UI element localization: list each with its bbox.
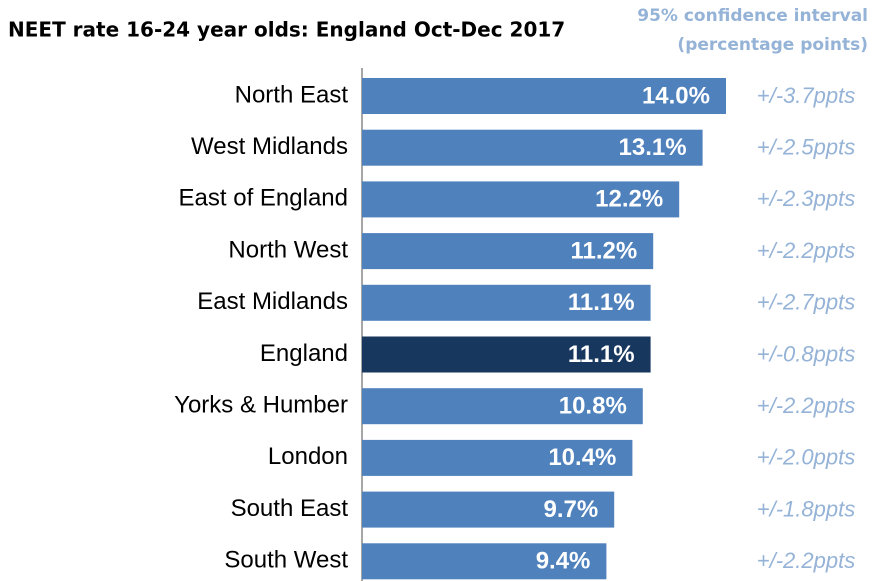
bar (362, 491, 615, 528)
bar (362, 543, 607, 580)
value-label: 13.1% (619, 134, 687, 161)
bar (362, 129, 703, 166)
value-label: 9.4% (536, 548, 591, 575)
bar (362, 388, 643, 425)
value-label: 10.8% (559, 393, 627, 420)
ci-label: +/-2.7ppts (757, 290, 855, 315)
category-label: North West (228, 236, 348, 263)
category-label: North East (235, 81, 349, 108)
category-label: East of England (179, 185, 348, 212)
ci-label: +/-2.0ppts (757, 445, 855, 470)
ci-header: (percentage points) (677, 35, 868, 55)
ci-label: +/-2.5ppts (757, 135, 855, 160)
ci-label: +/-1.8ppts (757, 496, 855, 521)
bar (362, 233, 654, 270)
bar (362, 336, 651, 373)
ci-label: +/-2.2ppts (757, 393, 855, 418)
ci-label: +/-2.2ppts (757, 238, 855, 263)
category-label: Yorks & Humber (174, 392, 348, 419)
bar (362, 284, 651, 321)
bar (362, 181, 680, 218)
category-label: London (268, 443, 348, 470)
bar (362, 439, 633, 476)
category-label: South East (231, 495, 349, 522)
value-label: 11.1% (568, 341, 635, 368)
category-label: England (260, 340, 348, 367)
ci-label: +/-0.8ppts (757, 341, 855, 366)
category-label: East Midlands (197, 288, 348, 315)
chart-title: NEET rate 16-24 year olds: England Oct-D… (8, 18, 565, 42)
bar (362, 78, 726, 114)
ci-label: +/-2.3ppts (757, 186, 855, 211)
ci-header: 95% confidence interval (637, 6, 868, 26)
value-label: 11.2% (570, 237, 637, 264)
ci-label: +/-3.7ppts (757, 83, 855, 108)
category-label: West Midlands (191, 133, 348, 160)
value-label: 14.0% (642, 82, 710, 109)
ci-label: +/-2.2ppts (757, 548, 855, 573)
value-label: 11.1% (568, 289, 635, 316)
value-label: 9.7% (543, 496, 598, 523)
category-label: South West (224, 547, 348, 574)
value-label: 10.4% (548, 444, 616, 471)
value-label: 12.2% (595, 186, 663, 213)
